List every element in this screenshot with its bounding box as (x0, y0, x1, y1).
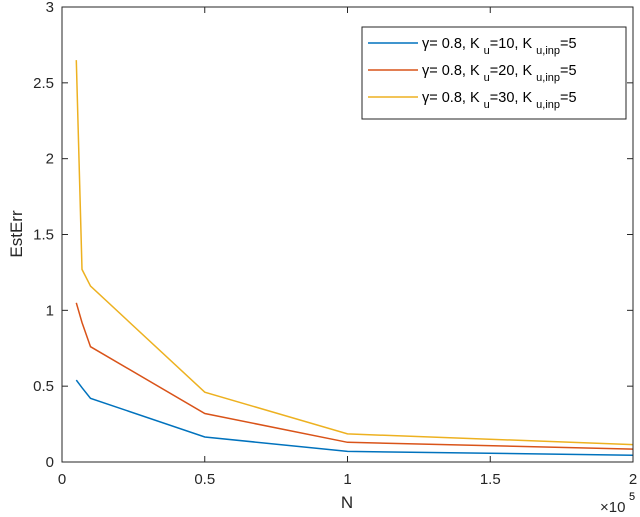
x-tick-label: 0 (58, 471, 66, 488)
series-lines (75, 60, 634, 456)
y-axis-label: EstErr (7, 210, 26, 258)
legend-entry: γ= 0.8, K u=10, K u,inp=5 (368, 36, 577, 57)
y-tick-label: 1.5 (33, 227, 54, 244)
axes: 0 0.5 1 1.5 2 0 0.5 1 1.5 2 2.5 3 (33, 0, 637, 488)
y-tick-label: 3 (46, 0, 54, 16)
y-tick-label: 0 (46, 454, 54, 471)
y-tick-label: 2 (46, 151, 54, 168)
x-axis-label: N (341, 493, 353, 512)
series-line-2 (75, 302, 634, 450)
y-tick-label: 2.5 (33, 75, 54, 92)
legend-label: γ= 0.8, K u=20, K u,inp=5 (422, 63, 577, 84)
x-tick-label: 2 (629, 471, 637, 488)
x-multiplier: ×10 5 (600, 491, 635, 516)
y-tick-label: 1 (46, 302, 54, 319)
x-tick-label: 0.5 (194, 471, 215, 488)
svg-text:5: 5 (629, 491, 635, 503)
legend-entry: γ= 0.8, K u=20, K u,inp=5 (368, 63, 577, 84)
legend-label: γ= 0.8, K u=30, K u,inp=5 (422, 90, 577, 111)
y-tick-label: 0.5 (33, 378, 54, 395)
x-tick-label: 1 (343, 471, 351, 488)
legend-entry: γ= 0.8, K u=30, K u,inp=5 (368, 90, 577, 111)
series-line-1 (75, 379, 634, 456)
legend-label: γ= 0.8, K u=10, K u,inp=5 (422, 36, 577, 57)
legend: γ= 0.8, K u=10, K u,inp=5 γ= 0.8, K u=20,… (361, 26, 627, 120)
svg-text:×10: ×10 (600, 499, 625, 516)
series-line-3 (75, 60, 634, 446)
x-tick-label: 1.5 (480, 471, 501, 488)
